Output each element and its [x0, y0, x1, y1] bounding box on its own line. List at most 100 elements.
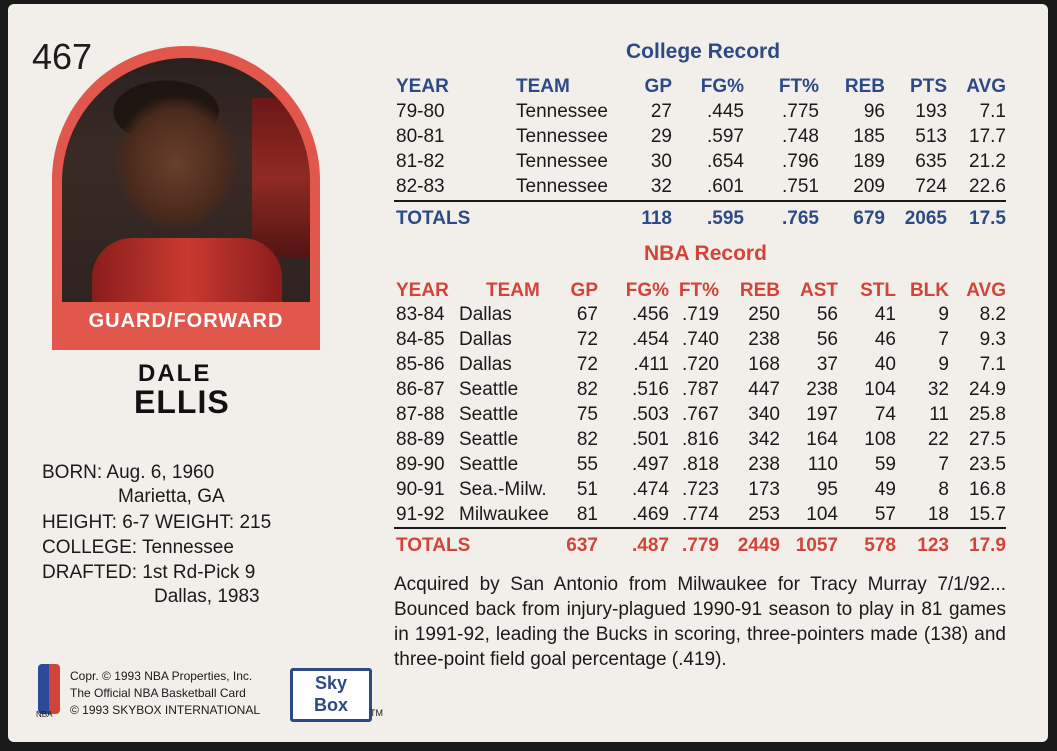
- nba-cell: 46: [874, 329, 896, 350]
- born-label: BORN:: [42, 462, 103, 483]
- nba-cell: Seattle: [459, 429, 519, 450]
- nba-cell: 83-84: [396, 304, 445, 325]
- college-totals-value: 17.5: [969, 208, 1006, 229]
- nba-cell: Seattle: [459, 454, 519, 475]
- college-totals-value: 2065: [904, 208, 947, 229]
- college-row: COLLEGE: Tennessee: [42, 537, 234, 559]
- nba-cell: 57: [874, 504, 896, 525]
- skybox-logo-bottom: Box: [313, 695, 348, 715]
- nba-cell: .503: [632, 404, 669, 425]
- nba-cell: 104: [864, 379, 896, 400]
- nba-header-blk: BLK: [909, 280, 949, 301]
- player-photo-frame: GUARD/FORWARD: [52, 46, 320, 350]
- college-cell: 21.2: [969, 151, 1006, 172]
- nba-totals-label: TOTALS: [396, 535, 471, 556]
- nba-cell: 56: [816, 304, 838, 325]
- nba-cell: 82: [576, 429, 598, 450]
- college-header-avg: AVG: [966, 76, 1006, 97]
- college-header-fg-pct: FG%: [700, 76, 744, 97]
- nba-cell: 32: [927, 379, 949, 400]
- college-header-year: YEAR: [396, 76, 449, 97]
- nba-header-gp: GP: [570, 280, 598, 301]
- nba-cell: Seattle: [459, 379, 519, 400]
- nba-cell: Dallas: [459, 329, 512, 350]
- college-header-reb: REB: [844, 76, 885, 97]
- nba-header-year: YEAR: [396, 280, 449, 301]
- nba-cell: 85-86: [396, 354, 445, 375]
- height-weight-row: HEIGHT: 6-7 WEIGHT: 215: [42, 512, 271, 534]
- nba-cell: 9: [938, 354, 949, 375]
- nba-header-reb: REB: [739, 280, 780, 301]
- height-value: 6-7: [122, 512, 150, 533]
- college-cell: 82-83: [396, 176, 445, 197]
- college-cell: .597: [707, 126, 744, 147]
- nba-totals-value: 578: [864, 535, 896, 556]
- nba-logo-text: NBA: [36, 710, 53, 719]
- nba-totals-value: 2449: [737, 535, 780, 556]
- drafted-team: Dallas, 1983: [154, 586, 260, 607]
- nba-cell: 238: [748, 454, 780, 475]
- photo-jersey: [92, 238, 282, 302]
- college-cell: 27: [650, 101, 672, 122]
- nba-totals-value: 637: [566, 535, 598, 556]
- nba-header-stl: STL: [860, 280, 896, 301]
- nba-record-title: NBA Record: [644, 242, 767, 265]
- college-cell: 17.7: [969, 126, 1006, 147]
- nba-cell: 88-89: [396, 429, 445, 450]
- nba-cell: 253: [748, 504, 780, 525]
- nba-cell: 72: [576, 354, 598, 375]
- copyright-line-3: © 1993 SKYBOX INTERNATIONAL: [70, 703, 261, 717]
- nba-cell: .516: [632, 379, 669, 400]
- skybox-logo-top: Sky: [314, 673, 348, 693]
- nba-cell: 8.2: [979, 304, 1006, 325]
- nba-cell: 447: [748, 379, 780, 400]
- nba-cell: Milwaukee: [459, 504, 549, 525]
- college-cell: 80-81: [396, 126, 445, 147]
- nba-cell: .816: [682, 429, 719, 450]
- nba-totals-value: 17.9: [969, 535, 1006, 556]
- drafted-value: 1st Rd-Pick 9: [142, 562, 256, 583]
- nba-cell: 41: [874, 304, 896, 325]
- college-totals-value: .765: [782, 208, 819, 229]
- nba-cell: 74: [874, 404, 896, 425]
- nba-cell: 9: [938, 304, 949, 325]
- weight-label: WEIGHT:: [154, 512, 235, 533]
- nba-cell: 7.1: [979, 354, 1006, 375]
- nba-cell: .740: [682, 329, 719, 350]
- copyright-block: Copr. © 1993 NBA Properties, Inc. The Of…: [70, 668, 260, 719]
- nba-cell: 11: [929, 404, 949, 425]
- nba-cell: 15.7: [969, 504, 1006, 525]
- college-cell: 635: [915, 151, 947, 172]
- nba-cell: 95: [816, 479, 838, 500]
- nba-cell: 24.9: [969, 379, 1006, 400]
- nba-header-avg: AVG: [966, 280, 1006, 301]
- nba-cell: 16.8: [969, 479, 1006, 500]
- nba-cell: 27.5: [969, 429, 1006, 450]
- nba-cell: 342: [748, 429, 780, 450]
- college-header-team: TEAM: [516, 76, 570, 97]
- nba-cell: 25.8: [969, 404, 1006, 425]
- college-cell: .601: [707, 176, 744, 197]
- nba-cell: 22: [927, 429, 949, 450]
- nba-cell: 7: [938, 454, 949, 475]
- college-cell: Tennessee: [516, 151, 608, 172]
- college-label: COLLEGE:: [42, 537, 138, 558]
- nba-cell: .474: [632, 479, 669, 500]
- nba-cell: 238: [806, 379, 838, 400]
- nba-cell: Sea.-Milw.: [459, 479, 547, 500]
- college-cell: 79-80: [396, 101, 445, 122]
- college-value: Tennessee: [141, 537, 234, 558]
- nba-header-fg-pct: FG%: [625, 280, 669, 301]
- nba-cell: 23.5: [969, 454, 1006, 475]
- college-cell: 513: [915, 126, 947, 147]
- nba-totals-value: .779: [682, 535, 719, 556]
- nba-totals-value: 1057: [795, 535, 838, 556]
- born-place: Marietta, GA: [118, 486, 225, 507]
- nba-cell: 84-85: [396, 329, 445, 350]
- nba-cell: 82: [576, 379, 598, 400]
- nba-cell: .501: [632, 429, 669, 450]
- college-cell: 185: [853, 126, 885, 147]
- college-cell: .775: [782, 101, 819, 122]
- nba-cell: 51: [576, 479, 598, 500]
- nba-cell: 18: [927, 504, 949, 525]
